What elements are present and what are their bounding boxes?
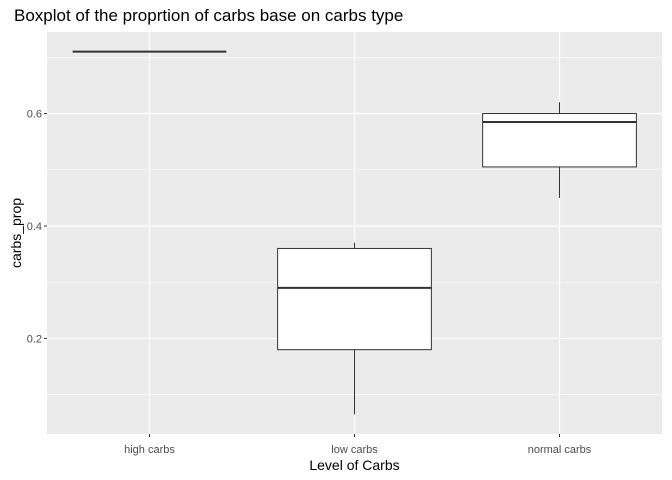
y-axis-title: carbs_prop (8, 198, 24, 268)
box-body (277, 247, 432, 351)
y-tick-label: 0.6 (27, 109, 42, 121)
chart-title: Boxplot of the proprtion of carbs base o… (14, 6, 404, 25)
axes: 0.2 0.4 0.6 high carbs low carbs normal carbs (27, 109, 592, 456)
box-normal-carbs (482, 102, 637, 198)
box-low-carbs (277, 242, 432, 415)
x-tick-label: high carbs (124, 444, 175, 456)
x-tick-label: normal carbs (528, 444, 592, 456)
y-tick-label: 0.2 (27, 333, 42, 345)
boxes (72, 50, 637, 415)
y-tick-label: 0.4 (27, 221, 42, 233)
x-axis-title: Level of Carbs (309, 457, 399, 473)
x-tick-label: low carbs (331, 444, 378, 456)
